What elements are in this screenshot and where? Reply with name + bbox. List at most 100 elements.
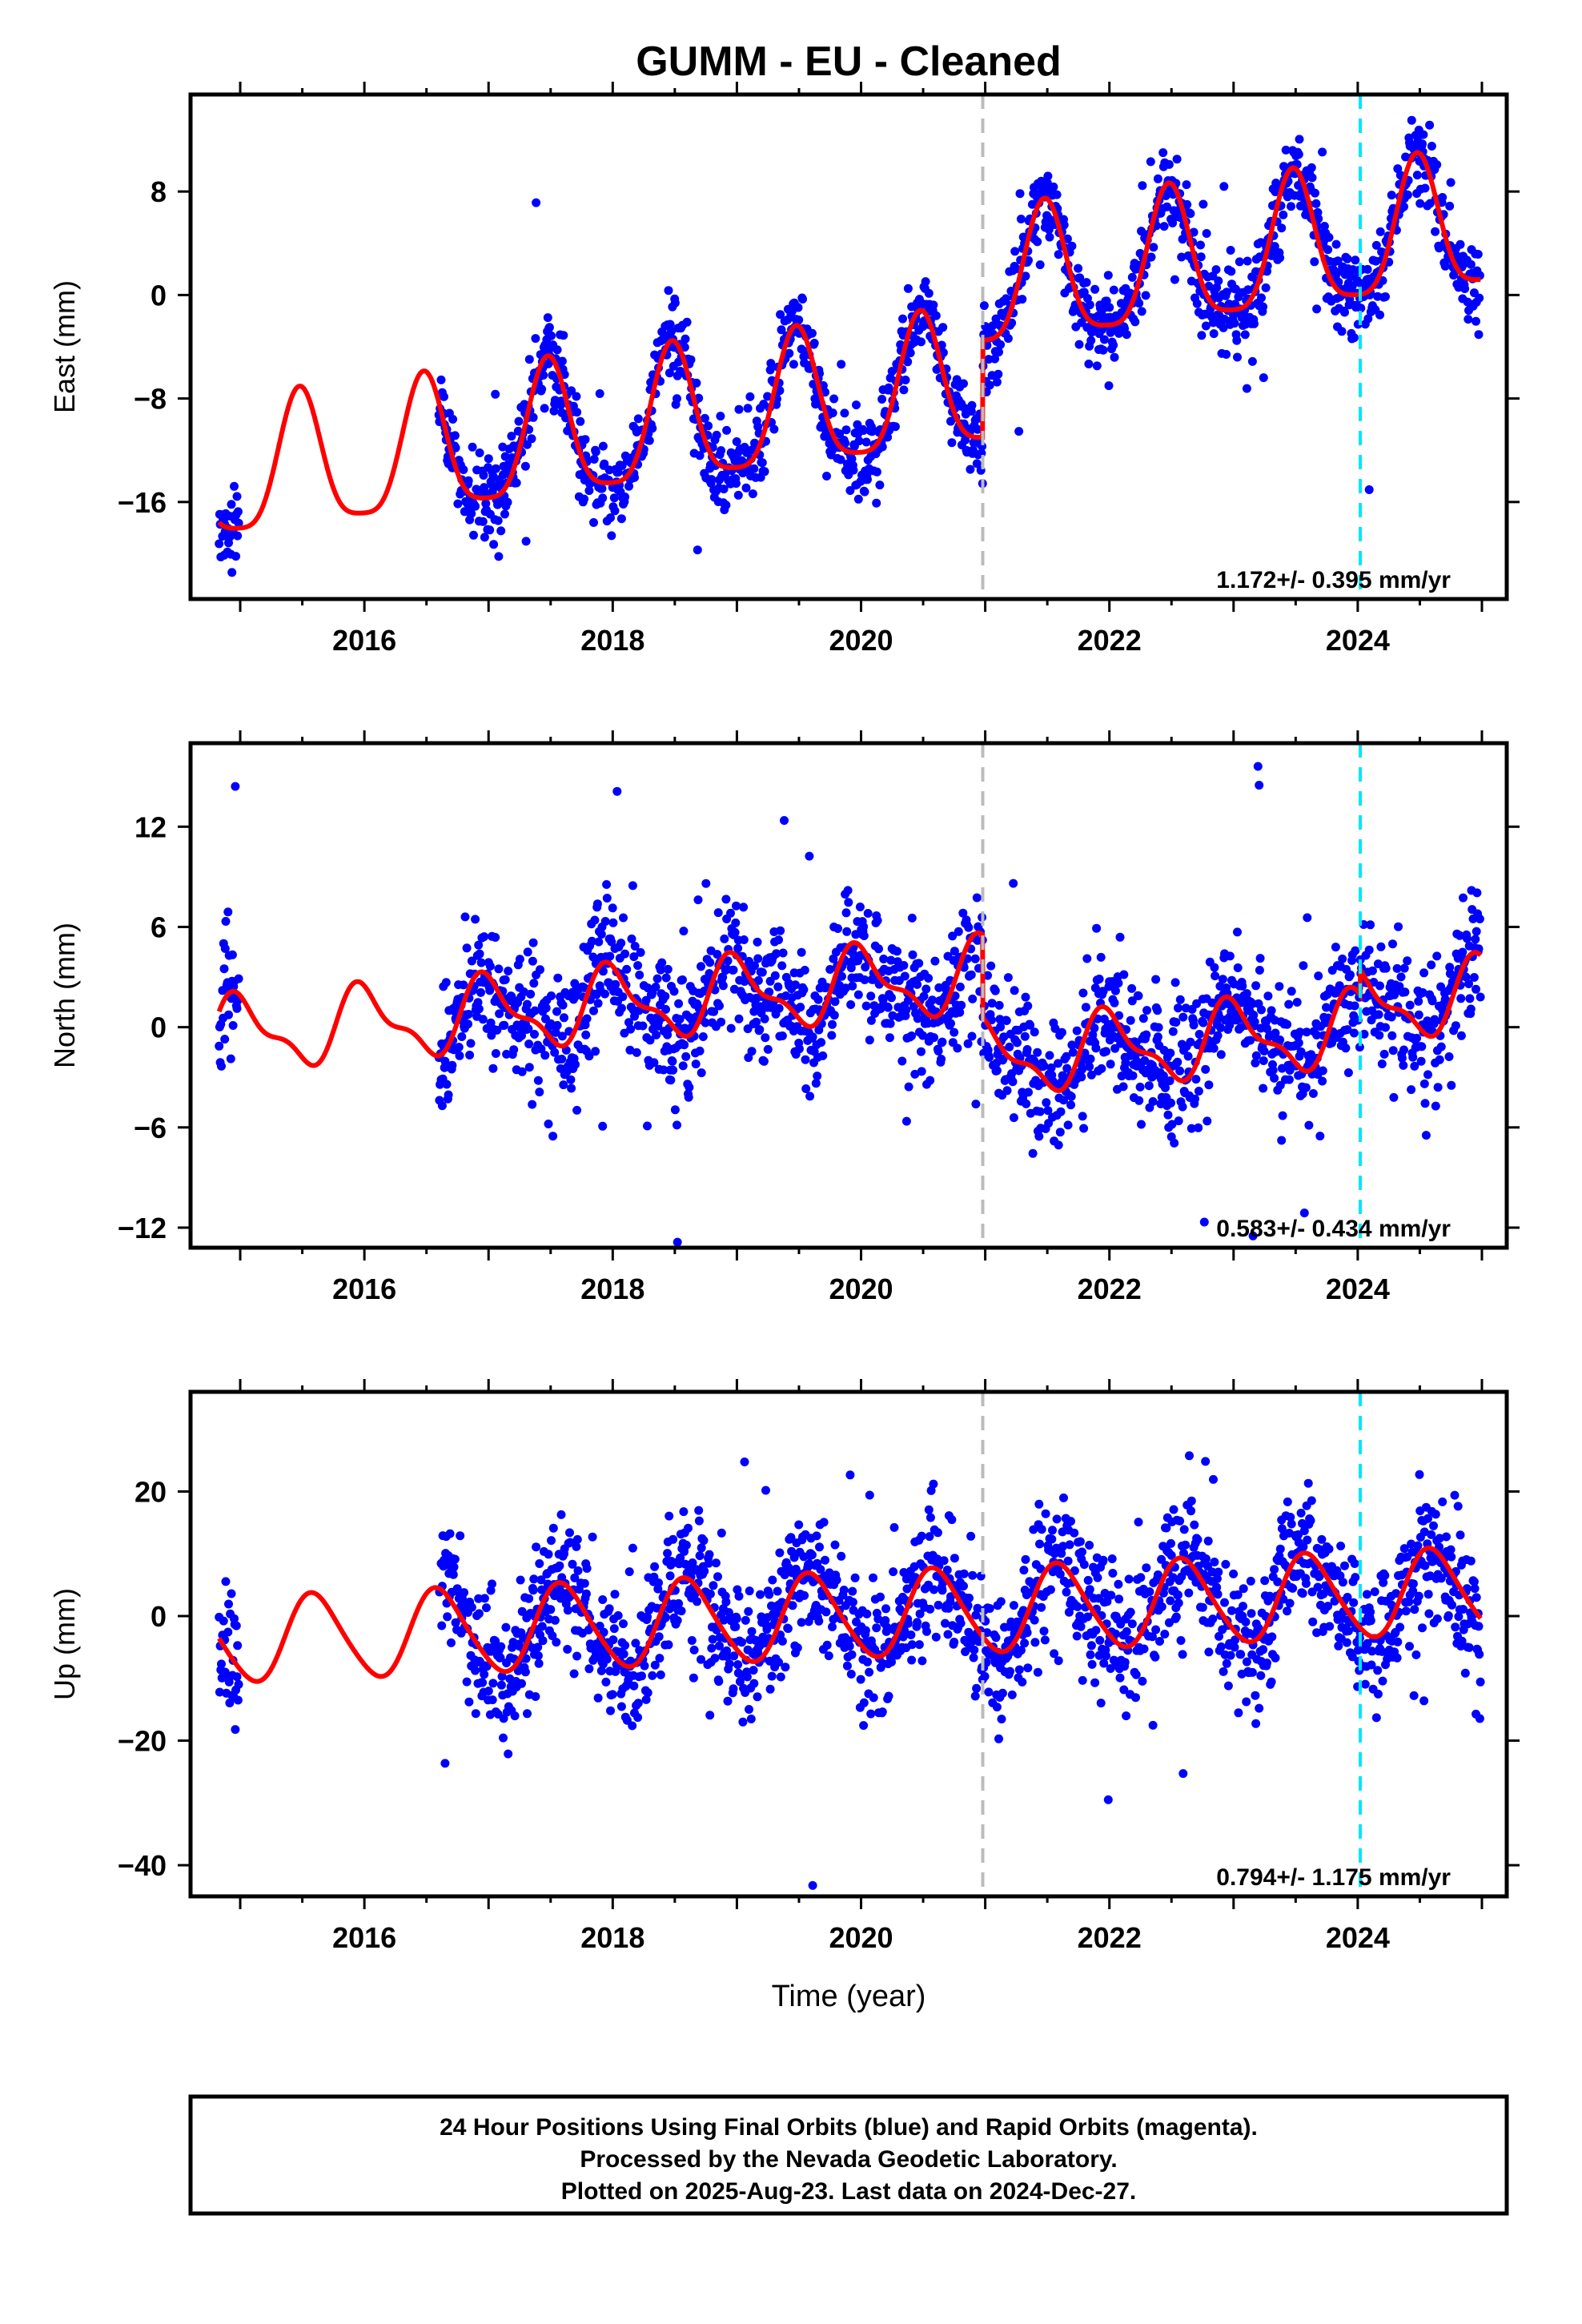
data-point <box>1408 1052 1418 1062</box>
data-point <box>777 961 787 971</box>
data-point <box>217 1659 226 1669</box>
data-point <box>556 1510 566 1519</box>
data-point <box>1351 255 1360 265</box>
data-point <box>713 908 723 918</box>
data-point <box>740 1458 749 1466</box>
data-point <box>1199 1018 1208 1027</box>
data-point <box>875 480 885 490</box>
data-point <box>491 1049 500 1058</box>
data-point <box>1469 973 1479 982</box>
data-point <box>1054 1059 1062 1068</box>
data-point <box>1104 381 1114 391</box>
data-point <box>1462 934 1472 943</box>
data-point <box>221 1577 231 1586</box>
data-point <box>1472 927 1481 936</box>
data-point <box>552 1007 561 1016</box>
data-point <box>688 1558 697 1567</box>
data-point <box>956 1618 966 1628</box>
data-point <box>669 1534 678 1544</box>
data-point <box>1251 1691 1260 1700</box>
data-point <box>1186 1506 1196 1516</box>
data-point <box>1096 952 1106 962</box>
data-point <box>670 298 680 308</box>
data-point <box>517 1031 526 1040</box>
data-point <box>541 1003 551 1013</box>
data-point <box>733 943 743 953</box>
data-point <box>1178 1102 1187 1112</box>
data-point <box>743 404 753 413</box>
data-point <box>1465 994 1475 1003</box>
data-point <box>233 507 243 517</box>
data-point <box>667 327 676 336</box>
data-point <box>718 981 728 991</box>
data-point <box>664 1640 673 1650</box>
data-point <box>1459 893 1468 903</box>
data-point <box>532 1542 541 1552</box>
data-point <box>588 952 598 962</box>
data-point <box>1375 981 1384 991</box>
y-tick-label: 12 <box>135 810 167 843</box>
data-point <box>765 1590 774 1599</box>
data-point <box>704 1558 713 1568</box>
data-point <box>217 1061 226 1071</box>
x-tick-label: 2016 <box>332 1273 396 1305</box>
data-point <box>726 1023 736 1033</box>
data-point <box>528 938 538 947</box>
data-point <box>732 901 741 911</box>
data-point <box>536 1044 546 1054</box>
data-point <box>1033 1667 1042 1677</box>
data-point <box>942 985 951 995</box>
data-point <box>917 1067 926 1076</box>
data-point <box>656 965 665 975</box>
data-point <box>457 1032 467 1041</box>
data-point <box>535 1088 544 1097</box>
data-point <box>805 1092 815 1101</box>
data-point <box>1240 330 1250 340</box>
data-point <box>591 1047 600 1056</box>
data-point <box>852 400 861 410</box>
data-point <box>673 1120 681 1130</box>
data-point <box>1340 1561 1349 1570</box>
data-point <box>1400 987 1410 997</box>
data-point <box>756 1590 765 1599</box>
x-tick-label: 2024 <box>1326 1273 1390 1305</box>
data-point <box>1387 1031 1397 1040</box>
data-point <box>520 461 530 471</box>
data-point <box>776 1672 785 1682</box>
data-point <box>1303 1478 1313 1488</box>
data-point <box>224 1010 233 1019</box>
data-point <box>948 931 958 941</box>
data-point <box>1086 1070 1096 1080</box>
data-point <box>1021 992 1030 1002</box>
data-point <box>910 1069 920 1079</box>
data-point <box>1302 1027 1311 1037</box>
data-point <box>1106 1059 1115 1069</box>
data-point <box>627 934 636 943</box>
data-point <box>908 950 917 959</box>
data-point <box>740 977 749 986</box>
data-point <box>620 1641 630 1651</box>
data-point <box>843 886 853 895</box>
data-point <box>1137 307 1146 316</box>
data-point <box>1178 1012 1188 1022</box>
data-point <box>620 949 630 959</box>
data-point <box>984 1687 994 1697</box>
data-point <box>798 295 807 304</box>
data-point <box>471 501 480 511</box>
data-point <box>809 339 819 348</box>
data-point <box>548 1523 558 1533</box>
data-point <box>1059 1096 1068 1105</box>
data-point <box>540 404 549 413</box>
data-point <box>964 923 974 932</box>
data-point <box>1110 998 1119 1007</box>
data-point <box>482 1662 492 1671</box>
data-point <box>1079 1124 1089 1133</box>
data-point <box>1303 913 1312 923</box>
data-point <box>604 1604 614 1614</box>
data-point <box>822 1640 832 1650</box>
data-point <box>1021 1554 1030 1564</box>
data-point <box>970 1645 979 1655</box>
data-point <box>528 1100 537 1109</box>
data-point <box>594 937 604 947</box>
data-point <box>598 493 608 503</box>
